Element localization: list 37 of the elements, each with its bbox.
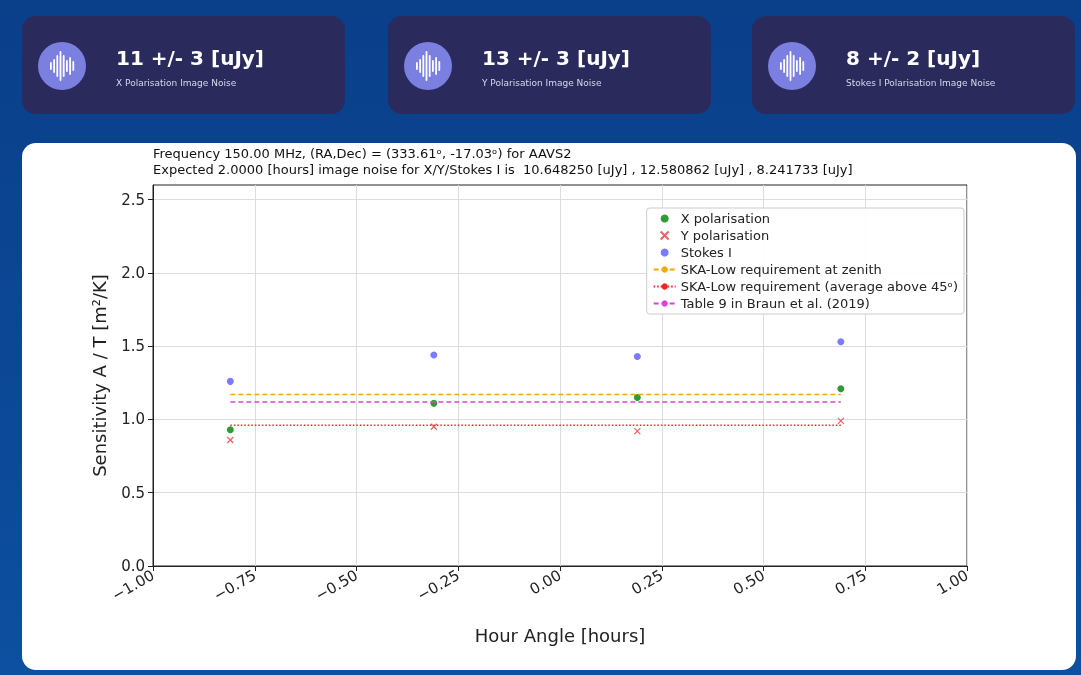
x-tick-label: 1.00	[933, 566, 972, 599]
y-tick-label: 0.5	[121, 483, 145, 502]
y-tick-label: 2.0	[121, 263, 145, 282]
y-tick-label: 0.0	[121, 557, 145, 575]
y-tick-label: 2.5	[121, 190, 145, 209]
legend-label: Y polarisation	[679, 228, 770, 243]
text: Y Polarisation Image Noise	[482, 78, 602, 88]
x-tick-label: 0.00	[526, 566, 565, 599]
legend-label: SKA-Low requirement (average above 45ᵒ)	[680, 279, 959, 294]
legend-label: Table 9 in Braun et al. (2019)	[679, 296, 870, 311]
y-axis-title: Sensitivity A / T [m²/K]	[88, 274, 110, 477]
text: 11 +/- 3 [uJy]	[116, 46, 264, 70]
point	[633, 352, 641, 360]
point	[430, 351, 438, 359]
text: 13 +/- 3 [uJy]	[482, 46, 630, 70]
legend-label: Stokes I	[680, 245, 732, 260]
y-tick-label: 1.5	[121, 337, 145, 356]
point	[633, 427, 641, 435]
x-tick-label: 0.50	[730, 566, 768, 599]
x-tick-label: 0.75	[831, 566, 870, 599]
point	[633, 393, 641, 401]
chart-subtitle: Expected 2.0000 [hours] image noise for X/Y/Stokes I is 10.648250 [uJy] , 12.580862 [uJy] , 8.241733 [uJy]	[153, 162, 853, 177]
point	[837, 385, 845, 393]
point	[226, 377, 234, 385]
text: Stokes I Polarisation Image Noise	[846, 78, 996, 88]
point	[226, 436, 234, 444]
point	[837, 417, 845, 425]
legend-label: X polarisation	[680, 211, 771, 226]
x-axis-title: Hour Angle [hours]	[474, 624, 646, 646]
point	[837, 338, 845, 346]
text: 8 +/- 2 [uJy]	[846, 46, 981, 70]
point	[226, 426, 234, 434]
y-tick-label: 1.0	[121, 410, 145, 429]
text: X Polarisation Image Noise	[116, 78, 237, 88]
legend-label: SKA-Low requirement at zenith	[680, 262, 882, 277]
x-tick-label: 0.25	[628, 566, 667, 599]
chart-title: Frequency 150.00 MHz, (RA,Dec) = (333.61ᵒ, -17.03ᵒ) for AAVS2	[153, 146, 572, 161]
